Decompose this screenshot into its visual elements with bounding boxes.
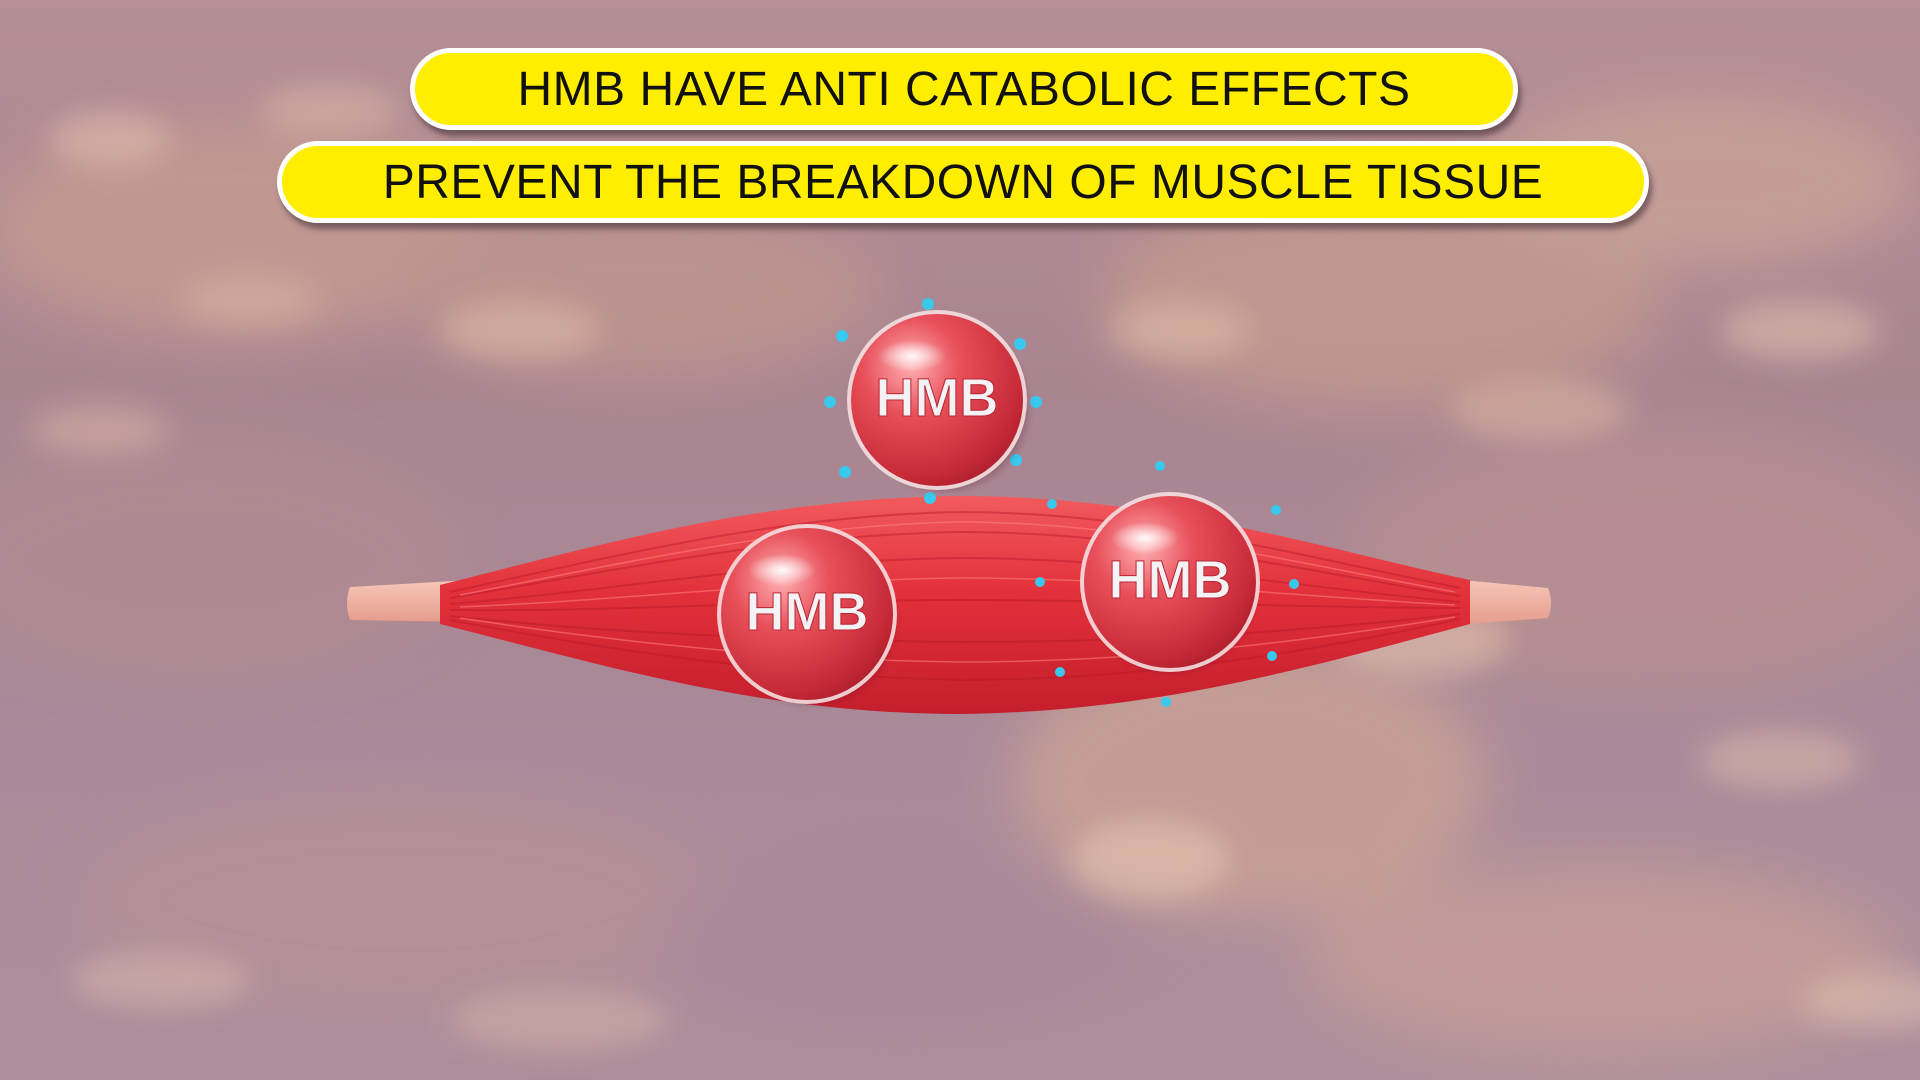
hmb-label-right: HMB [1109, 550, 1232, 610]
hmb-molecule-left: HMB [717, 524, 897, 704]
muscle-belly [440, 496, 1470, 714]
title-banner: HMB HAVE ANTI CATABOLIC EFFECTS [410, 48, 1518, 130]
subtitle-banner: PREVENT THE BREAKDOWN OF MUSCLE TISSUE [277, 141, 1649, 223]
left-tendon [347, 580, 470, 622]
hmb-molecule-top: HMB [847, 310, 1027, 490]
subtitle-text: PREVENT THE BREAKDOWN OF MUSCLE TISSUE [382, 155, 1544, 209]
muscle-fibers [449, 510, 1461, 682]
hmb-molecule-right: HMB [1080, 492, 1260, 672]
hmb-label-left: HMB [746, 582, 869, 642]
title-text: HMB HAVE ANTI CATABOLIC EFFECTS [517, 62, 1411, 116]
particles [824, 298, 1299, 707]
hmb-label-top: HMB [876, 368, 999, 428]
